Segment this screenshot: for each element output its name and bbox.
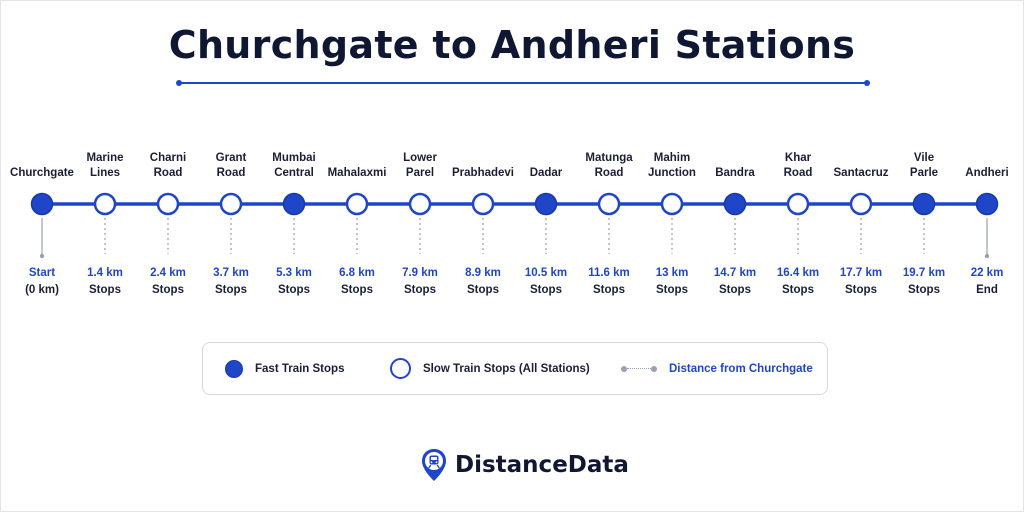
brand-logo: DistanceData <box>421 445 629 485</box>
station-distance: 11.6 km <box>588 267 630 279</box>
station-name: Charni Road <box>149 152 187 179</box>
station-note: Stops <box>908 284 940 296</box>
station-name: Mahim Junction <box>648 152 696 179</box>
station-name: Marine Lines <box>86 152 124 179</box>
station-name: Lower Parel <box>403 152 437 179</box>
station-note: Stops <box>89 284 121 296</box>
station-name: Khar Road <box>783 152 813 179</box>
station-name: Grant Road <box>215 152 247 179</box>
station-name: Mumbai Central <box>272 152 316 179</box>
brand-name: DistanceData <box>455 452 629 478</box>
page-title: Churchgate to Andheri Stations <box>168 23 856 67</box>
station-note: Stops <box>593 284 625 296</box>
station-name: Mahalaxmi <box>327 167 387 179</box>
map-pin-train-icon <box>422 449 446 481</box>
station-note: (0 km) <box>25 284 59 296</box>
station-name: Santacruz <box>833 167 889 179</box>
fast-stop-marker <box>912 192 936 216</box>
slow-stop-marker <box>597 192 621 216</box>
station-note: Stops <box>341 284 373 296</box>
station-distance: 5.3 km <box>276 267 312 279</box>
station-name: Bandra <box>715 167 755 179</box>
station-note: Stops <box>278 284 310 296</box>
station-note: Stops <box>152 284 184 296</box>
slow-stop-marker <box>786 192 810 216</box>
slow-stop-marker-icon <box>390 358 411 379</box>
station-name: Matunga Road <box>585 152 633 179</box>
station-distance: 1.4 km <box>87 267 123 279</box>
station-distance: 17.7 km <box>839 267 883 279</box>
station-note: End <box>976 284 998 296</box>
slow-stop-marker <box>849 192 873 216</box>
connector-end-dot <box>39 253 45 259</box>
station-distance: Start <box>28 267 56 279</box>
fast-stop-marker <box>282 192 306 216</box>
station-note: Stops <box>656 284 688 296</box>
fast-stop-marker <box>534 192 558 216</box>
station-note: Stops <box>719 284 751 296</box>
station-distance: 16.4 km <box>776 267 820 279</box>
station-name: Prabhadevi <box>452 167 514 179</box>
station-name: Dadar <box>529 167 563 179</box>
station-distance: 13 km <box>655 267 689 279</box>
legend-fast: Fast Train Stops <box>225 343 344 394</box>
slow-stop-marker <box>345 192 369 216</box>
station-name: Andheri <box>965 167 1009 179</box>
station-name: Vile Parle <box>909 152 939 179</box>
station-distance: 2.4 km <box>150 267 186 279</box>
slow-stop-marker <box>156 192 180 216</box>
fast-stop-marker <box>30 192 54 216</box>
station-distance: 3.7 km <box>213 267 249 279</box>
fast-stop-marker <box>723 192 747 216</box>
fast-stop-marker-icon <box>225 359 243 378</box>
station-note: Stops <box>215 284 247 296</box>
connector-end-dot <box>984 253 990 259</box>
legend-fast-label: Fast Train Stops <box>255 362 345 375</box>
legend-slow: Slow Train Stops (All Stations) <box>390 343 590 394</box>
legend-distance-label: Distance from Churchgate <box>669 362 813 375</box>
slow-stop-marker <box>219 192 243 216</box>
slow-stop-marker <box>660 192 684 216</box>
slow-stop-marker <box>93 192 117 216</box>
title-underline <box>176 80 870 86</box>
station-note: Stops <box>782 284 814 296</box>
station-note: Stops <box>467 284 499 296</box>
legend-distance: Distance from Churchgate <box>621 343 813 394</box>
underline-end-dot <box>176 80 182 86</box>
station-distance: 22 km <box>970 267 1004 279</box>
station-note: Stops <box>404 284 436 296</box>
fast-stop-marker <box>975 192 999 216</box>
station-note: Stops <box>530 284 562 296</box>
station-name: Churchgate <box>10 167 74 179</box>
slow-stop-marker <box>408 192 432 216</box>
station-distance: 7.9 km <box>402 267 438 279</box>
legend: Fast Train Stops Slow Train Stops (All S… <box>202 342 828 395</box>
slow-stop-marker <box>471 192 495 216</box>
underline-end-dot <box>864 80 870 86</box>
legend-slow-label: Slow Train Stops (All Stations) <box>423 362 590 375</box>
station-distance: 8.9 km <box>465 267 501 279</box>
station-distance: 19.7 km <box>902 267 946 279</box>
station-distance: 10.5 km <box>524 267 568 279</box>
dotted-line-icon <box>621 365 657 373</box>
station-distance: 6.8 km <box>339 267 375 279</box>
station-note: Stops <box>845 284 877 296</box>
station-distance: 14.7 km <box>713 267 757 279</box>
